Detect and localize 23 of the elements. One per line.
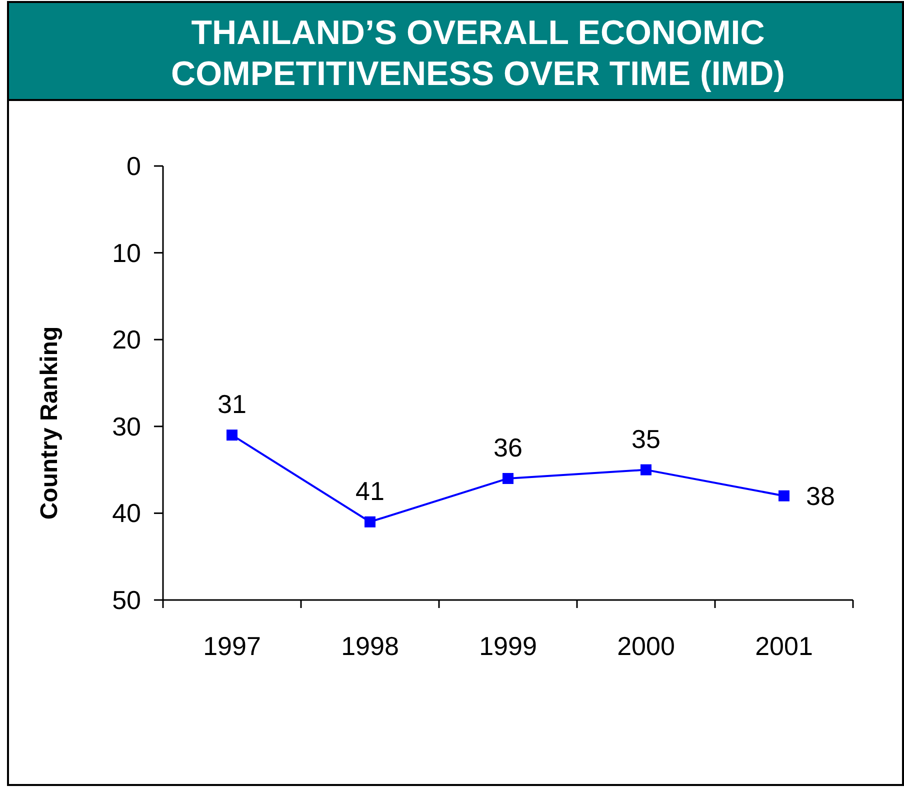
point <box>778 490 790 502</box>
x-tick-label: 2000 <box>617 631 675 661</box>
data-label: 41 <box>356 476 384 506</box>
y-tick-label: 30 <box>112 411 141 442</box>
y-axis-title: Country Ranking <box>36 326 63 520</box>
x-tick-label: 2001 <box>755 631 813 661</box>
data-label: 36 <box>494 432 522 462</box>
y-tick-label: 40 <box>112 498 141 528</box>
point <box>226 430 238 441</box>
data-label: 31 <box>218 389 246 420</box>
y-tick-label: 10 <box>112 238 141 268</box>
y-tick-label: 0 <box>126 151 141 181</box>
x-tick-label: 1998 <box>341 631 399 661</box>
point <box>640 464 652 476</box>
x-tick-label: 1997 <box>203 631 261 661</box>
y-tick-label: 20 <box>112 324 141 355</box>
y-tick-label: 50 <box>112 585 141 615</box>
point <box>502 472 514 484</box>
point <box>364 516 376 528</box>
chart-title: THAILAND’S OVERALL ECONOMIC COMPETITIVENESS OVER TIME (IMD) <box>171 14 785 93</box>
data-label: 35 <box>632 424 660 454</box>
x-tick-label: 1999 <box>479 631 537 661</box>
data-label: 38 <box>806 480 835 511</box>
